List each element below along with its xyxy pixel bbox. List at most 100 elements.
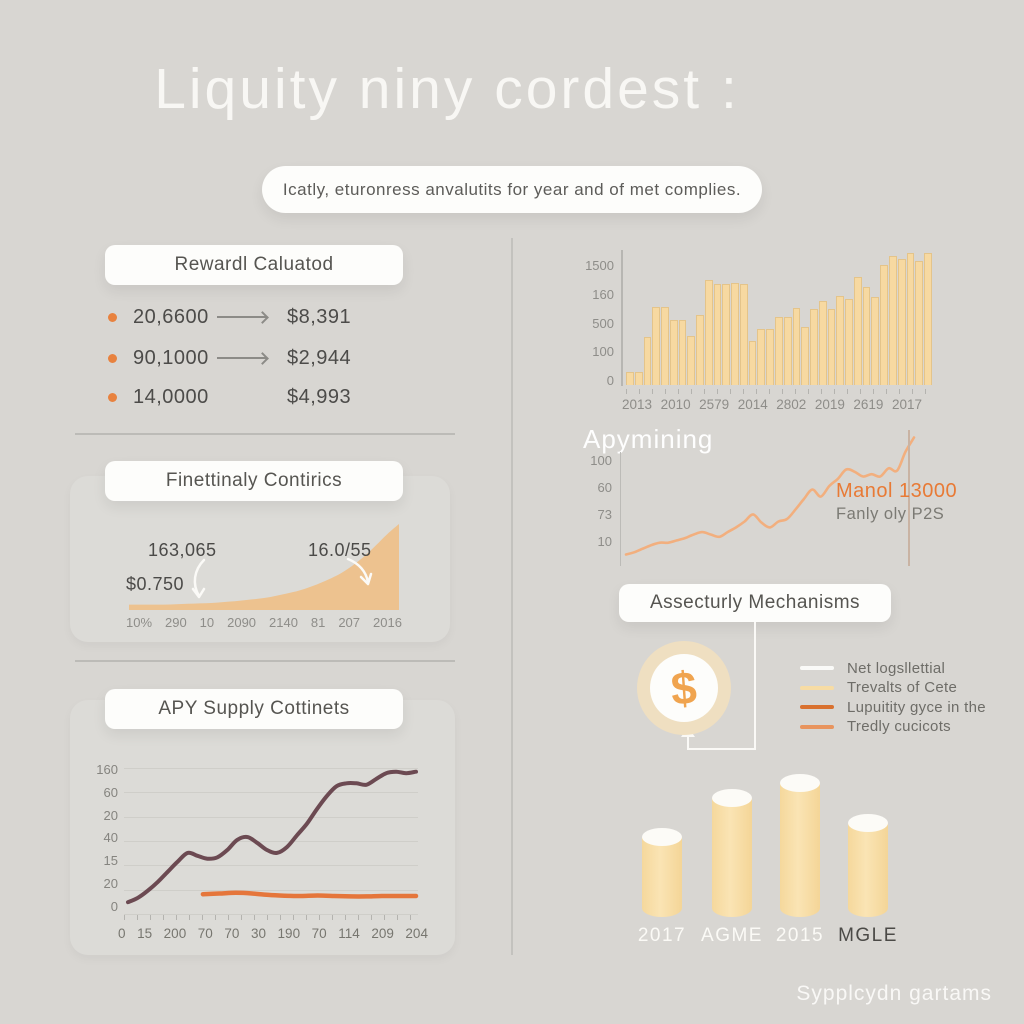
bar xyxy=(862,286,871,385)
bar xyxy=(792,307,801,385)
page-title: Liquity niny cordest : xyxy=(154,57,740,121)
bar-xtick: 2579 xyxy=(699,397,730,412)
apy-supply-heading: APY Supply Cottinets xyxy=(105,689,403,729)
bar xyxy=(888,256,897,385)
apy-xtick: 15 xyxy=(137,926,153,941)
bar xyxy=(696,314,704,385)
bar-xtick: 2013 xyxy=(622,397,653,412)
cylinder-bar xyxy=(712,789,752,917)
reward-row: 90,1000 $2,944 xyxy=(108,345,351,371)
apy-ytick: 160 xyxy=(96,762,118,777)
mining-callout-value: Manol 13000 xyxy=(836,480,958,502)
apy-ytick: 60 xyxy=(103,784,118,800)
legend-swatch xyxy=(800,724,834,729)
gridline xyxy=(124,768,418,769)
bar xyxy=(661,306,669,385)
apy-ytick: 40 xyxy=(103,830,118,846)
legend-label: Net logsllettial xyxy=(847,659,946,677)
coin-icon: $ xyxy=(650,654,718,722)
bar-xtick: 2019 xyxy=(814,397,845,412)
cylinder-bar xyxy=(780,774,820,917)
bar-xtick: 2014 xyxy=(737,397,768,412)
legend-item: Lupuitity gyce in the xyxy=(800,698,986,716)
bar-ytick: 0 xyxy=(606,373,614,388)
bar xyxy=(897,258,906,385)
cylinder-bar xyxy=(848,814,888,917)
bar xyxy=(853,277,862,385)
apy-ytick: 0 xyxy=(110,898,118,914)
bar xyxy=(810,309,818,385)
fin-x-axis: 10% 290 10 2090 2140 81 207 2016 xyxy=(126,615,402,630)
legend-label: Lupuitity gyce in the xyxy=(847,698,986,716)
bar xyxy=(626,371,634,385)
reserve-cylinder-chart: 2017 AGME 2015 MGLE xyxy=(630,774,896,950)
reward-value: $8,391 xyxy=(287,305,352,328)
bar xyxy=(678,319,687,385)
apy-xtick: 209 xyxy=(371,926,394,941)
legend-swatch xyxy=(800,705,834,709)
reward-amount: 20,6600 xyxy=(133,305,209,328)
volume-bar-chart xyxy=(626,252,932,385)
bar-x-axis: 2013 2010 2579 2014 2802 2019 2619 2017 xyxy=(622,397,922,412)
arrow-right-icon xyxy=(217,357,267,359)
bar xyxy=(836,295,845,385)
fin-xtick: 2090 xyxy=(227,615,257,630)
bullet-dot-icon xyxy=(108,312,117,322)
flow-connector xyxy=(688,748,756,750)
bar-ytick: 500 xyxy=(592,315,614,331)
bar xyxy=(739,283,748,385)
apy-xtick: 0 xyxy=(118,926,126,941)
area-annotation: 163,065 xyxy=(148,540,217,560)
legend-item: Net logsllettial xyxy=(800,659,986,677)
bar xyxy=(634,371,643,385)
gridline xyxy=(124,914,418,915)
apy-xtick: 190 xyxy=(277,926,301,941)
bar xyxy=(748,341,757,385)
bar xyxy=(652,306,661,385)
area-annotation: 16.0/55 xyxy=(308,540,372,560)
bar xyxy=(845,298,853,385)
subtitle-text: Icatly, eturonress anvalutits for year a… xyxy=(282,179,742,199)
fin-xtick: 2140 xyxy=(269,615,298,630)
apy-xtick: 114 xyxy=(338,926,360,941)
reward-heading: Rewardl Caluatod xyxy=(105,245,403,285)
apy-tick-marks xyxy=(124,915,418,920)
center-divider xyxy=(511,238,513,955)
cylinder-label: 2015 xyxy=(775,925,825,946)
bar xyxy=(766,329,775,385)
gridline xyxy=(124,816,418,818)
bar xyxy=(757,329,766,385)
area-annotation: $0.750 xyxy=(126,574,185,594)
apy-ytick: 20 xyxy=(103,876,118,892)
apy-xtick: 200 xyxy=(163,926,187,941)
bar xyxy=(722,283,731,385)
gridline xyxy=(124,865,418,867)
apy-xtick: 204 xyxy=(405,926,428,941)
gridline xyxy=(124,841,418,842)
bar-xtick: 2619 xyxy=(853,397,884,412)
legend-swatch xyxy=(800,666,834,670)
legend-label: Tredly cucicots xyxy=(847,718,951,735)
curved-arrow-icon xyxy=(191,558,206,599)
cylinder-label: AGME xyxy=(701,925,763,946)
cylinder-label: MGLE xyxy=(838,925,898,946)
bar xyxy=(801,326,810,385)
apy-xtick: 70 xyxy=(224,926,240,941)
apy-x-axis: 0 15 200 70 70 30 190 70 114 209 204 xyxy=(118,926,428,941)
reward-value: $2,944 xyxy=(287,346,352,369)
bar-xtick: 2010 xyxy=(660,397,691,412)
bar xyxy=(704,279,713,385)
gridline xyxy=(124,889,418,891)
legend-item: Trevalts of Cete xyxy=(800,679,986,696)
bar-ytick: 100 xyxy=(592,344,614,360)
bar xyxy=(687,335,696,385)
flow-connector xyxy=(754,622,756,750)
fin-xtick: 81 xyxy=(310,615,326,630)
bar xyxy=(827,309,836,385)
fin-xtick: 2016 xyxy=(373,615,402,630)
bullet-dot-icon xyxy=(108,392,117,402)
bar xyxy=(713,283,722,385)
cylinder-label: 2017 xyxy=(637,925,687,946)
reward-amount: 14,0000 xyxy=(133,385,209,408)
mining-ytick: 10 xyxy=(597,534,612,549)
